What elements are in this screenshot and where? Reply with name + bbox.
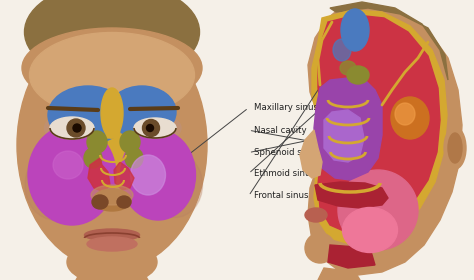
Polygon shape — [324, 110, 364, 162]
Ellipse shape — [120, 130, 195, 220]
Text: Sphenoid sinus: Sphenoid sinus — [254, 148, 319, 157]
Polygon shape — [98, 108, 128, 175]
Polygon shape — [314, 78, 382, 180]
Polygon shape — [308, 5, 462, 275]
Ellipse shape — [93, 189, 131, 211]
Ellipse shape — [125, 148, 143, 168]
Polygon shape — [318, 15, 440, 232]
Ellipse shape — [108, 86, 176, 138]
Ellipse shape — [53, 151, 83, 179]
Ellipse shape — [84, 229, 139, 241]
Ellipse shape — [341, 9, 369, 51]
Ellipse shape — [147, 153, 202, 218]
Polygon shape — [318, 268, 360, 280]
Ellipse shape — [101, 88, 123, 138]
Ellipse shape — [347, 66, 369, 84]
Ellipse shape — [28, 125, 116, 225]
Ellipse shape — [340, 61, 356, 75]
Polygon shape — [114, 162, 134, 190]
Ellipse shape — [143, 120, 159, 137]
Ellipse shape — [338, 170, 418, 250]
Ellipse shape — [45, 113, 100, 143]
Ellipse shape — [92, 195, 108, 209]
Ellipse shape — [130, 155, 165, 195]
Polygon shape — [328, 245, 375, 268]
Ellipse shape — [17, 20, 207, 270]
Ellipse shape — [391, 97, 429, 139]
Polygon shape — [312, 10, 447, 244]
Ellipse shape — [305, 208, 327, 222]
Polygon shape — [330, 2, 448, 80]
Ellipse shape — [91, 185, 133, 205]
Ellipse shape — [67, 119, 85, 137]
Polygon shape — [106, 100, 120, 138]
Ellipse shape — [73, 124, 81, 132]
Ellipse shape — [120, 131, 140, 153]
Ellipse shape — [29, 32, 194, 118]
Text: Ethmoid sinus: Ethmoid sinus — [254, 169, 315, 178]
Polygon shape — [76, 270, 148, 280]
Text: Frontal sinus: Frontal sinus — [254, 192, 308, 200]
Polygon shape — [300, 130, 322, 178]
Ellipse shape — [305, 233, 335, 263]
Polygon shape — [315, 182, 388, 208]
Ellipse shape — [146, 125, 154, 132]
Ellipse shape — [87, 131, 107, 153]
Ellipse shape — [25, 0, 200, 82]
Ellipse shape — [117, 196, 131, 208]
Text: Nasal cavity: Nasal cavity — [254, 126, 306, 135]
Ellipse shape — [129, 114, 181, 142]
Ellipse shape — [84, 148, 102, 168]
Ellipse shape — [343, 207, 398, 253]
Ellipse shape — [395, 103, 415, 125]
Ellipse shape — [67, 239, 157, 280]
Text: Maxillary sinus: Maxillary sinus — [254, 103, 318, 112]
Ellipse shape — [448, 133, 462, 163]
Ellipse shape — [48, 86, 128, 144]
Ellipse shape — [333, 39, 351, 61]
Ellipse shape — [50, 117, 94, 139]
Ellipse shape — [444, 127, 466, 169]
Ellipse shape — [345, 183, 405, 248]
Ellipse shape — [87, 237, 137, 251]
Polygon shape — [88, 158, 110, 192]
Ellipse shape — [22, 28, 202, 108]
Ellipse shape — [25, 150, 85, 220]
Ellipse shape — [134, 118, 176, 138]
